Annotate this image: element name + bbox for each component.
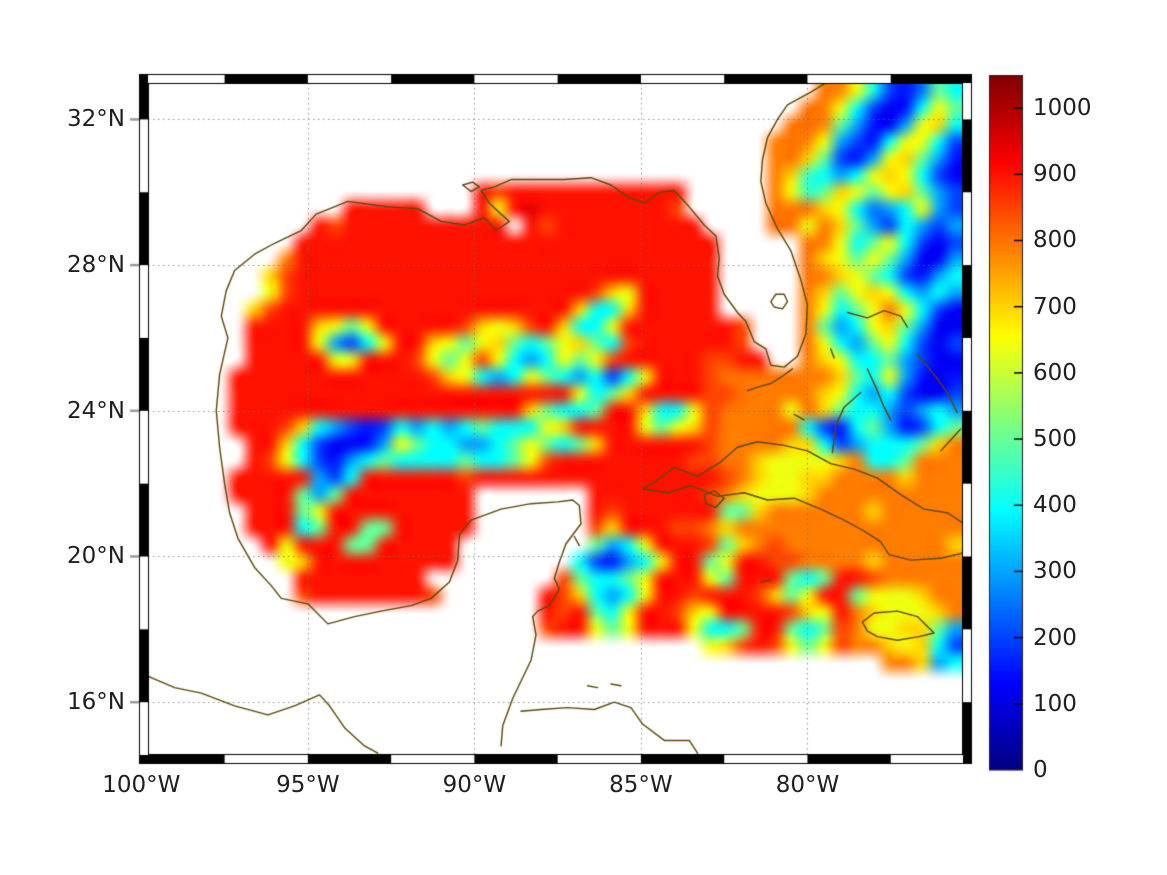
y-tick-label: 16°N [67, 689, 125, 716]
y-tick-label: 28°N [67, 252, 125, 279]
colorbar-tick-label: 200 [1033, 624, 1077, 651]
colorbar-tick-label: 400 [1033, 492, 1077, 519]
colorbar-tick-label: 0 [1033, 757, 1048, 783]
x-tick-label: 80°W [775, 772, 840, 798]
colorbar-tick-label: 900 [1033, 161, 1077, 188]
x-tick-label: 90°W [442, 772, 507, 798]
colorbar-tick-label: 300 [1033, 558, 1077, 585]
colorbar-tick-label: 1000 [1033, 95, 1092, 122]
colorbar-tick-label: 500 [1033, 426, 1077, 453]
y-tick-label: 32°N [67, 106, 125, 133]
x-tick-label: 85°W [609, 772, 673, 798]
colorbar-tick-label: 700 [1033, 293, 1077, 320]
x-tick-label: 100°W [102, 772, 181, 798]
colorbar-tick-label: 600 [1033, 359, 1077, 386]
colorbar-tick-label: 100 [1033, 690, 1077, 717]
x-tick-label: 95°W [276, 772, 340, 798]
y-tick-label: 20°N [67, 543, 125, 570]
colorbar-tick-label: 800 [1033, 227, 1077, 254]
y-tick-label: 24°N [67, 397, 125, 424]
